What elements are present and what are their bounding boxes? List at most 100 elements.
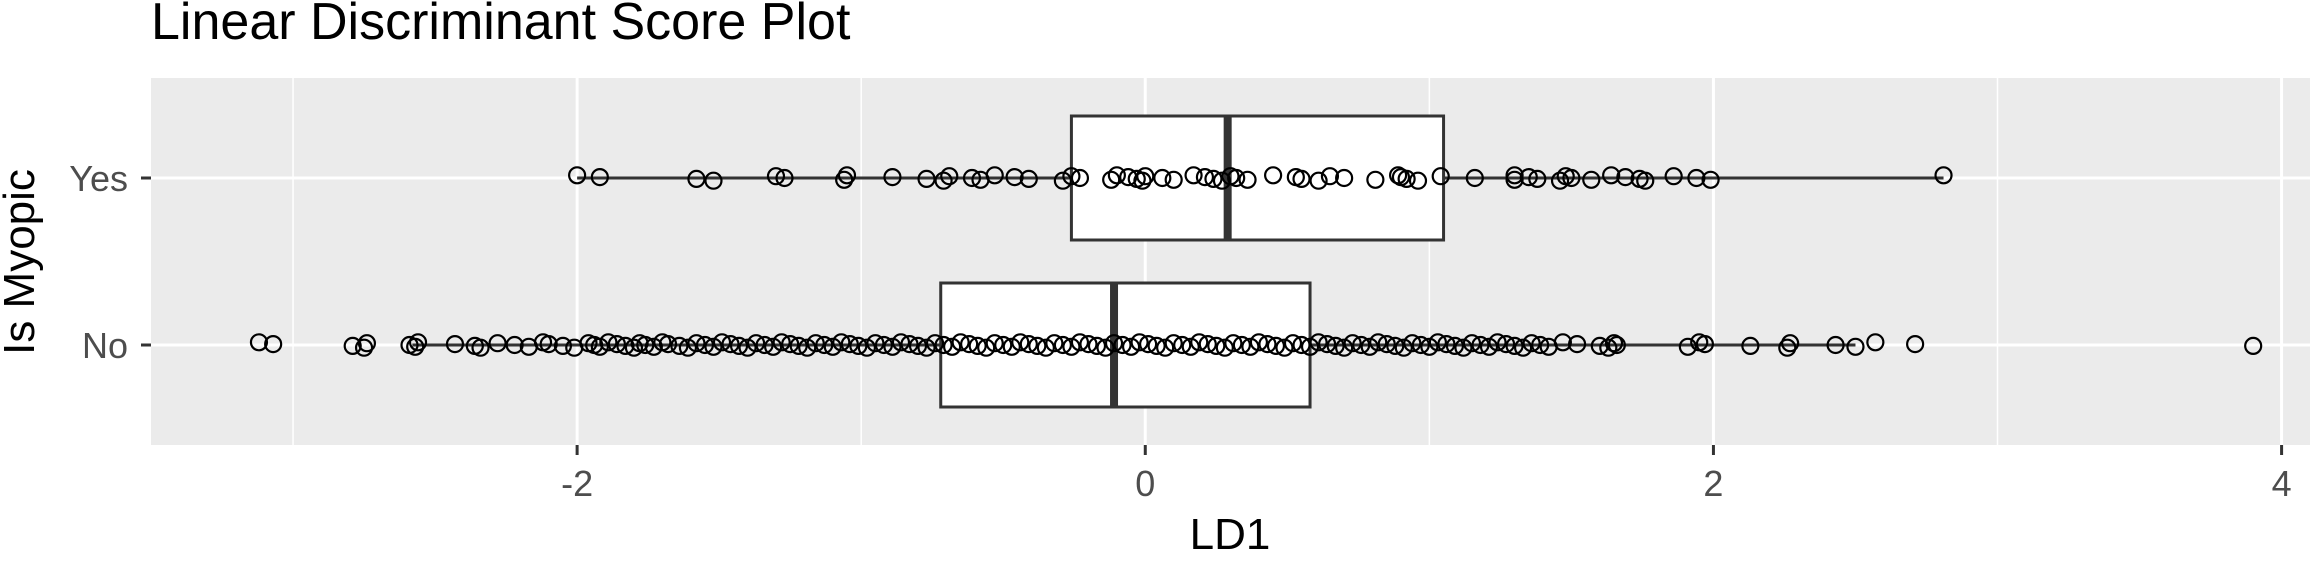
data-point-no <box>1488 333 1507 352</box>
data-point-yes <box>1133 171 1152 190</box>
data-point-yes <box>1136 167 1155 186</box>
data-point-no <box>1420 337 1439 356</box>
data-point-no <box>1062 337 1081 356</box>
axes: -2 0 2 4 No Yes <box>69 158 2291 504</box>
data-point-no <box>1326 336 1345 355</box>
data-point-no <box>729 336 749 355</box>
data-point-no <box>1139 335 1158 354</box>
data-point-no <box>994 335 1013 355</box>
data-point-no <box>781 335 800 354</box>
data-point-yes <box>1195 168 1215 187</box>
data-point-no <box>1156 338 1175 357</box>
data-point-no <box>840 335 859 354</box>
data-point-yes <box>1366 170 1385 189</box>
data-point-no <box>607 335 626 354</box>
data-point-no <box>738 338 757 357</box>
data-point-no <box>874 335 894 355</box>
data-point-yes <box>1397 169 1416 188</box>
data-point-yes <box>1701 170 1720 189</box>
data-point-no <box>866 334 885 353</box>
data-point-no <box>1028 336 1047 355</box>
y-tick-label: Yes <box>69 158 128 199</box>
data-point-no <box>1249 333 1269 352</box>
data-point-no <box>658 335 678 354</box>
data-point-no <box>408 333 428 352</box>
data-point-no <box>678 338 698 357</box>
data-point-no <box>590 337 609 356</box>
data-point-yes <box>1550 171 1570 190</box>
data-point-yes <box>1204 169 1223 188</box>
data-point-yes <box>568 166 587 185</box>
data-point-no <box>357 334 376 353</box>
data-point-no <box>755 335 774 355</box>
data-point-no <box>2244 336 2263 355</box>
data-point-no <box>1224 334 1243 353</box>
data-point-no <box>695 335 715 355</box>
data-point-yes <box>1005 168 1024 187</box>
x-tick-label: 2 <box>1703 463 1723 504</box>
data-point-no <box>1104 334 1124 353</box>
data-point-no <box>1130 333 1149 352</box>
data-point-yes <box>1636 171 1655 190</box>
data-point-no <box>1147 336 1166 355</box>
data-point-no <box>687 334 706 353</box>
x-tick-label: -2 <box>561 463 593 504</box>
data-point-yes <box>985 166 1004 185</box>
data-point-no <box>1070 333 1090 352</box>
data-point-no <box>746 334 766 353</box>
data-point-no <box>1045 334 1064 353</box>
data-point-no <box>1695 335 1715 354</box>
data-point-no <box>1036 338 1055 357</box>
data-point-no <box>1906 335 1925 354</box>
data-point-yes <box>1070 168 1090 188</box>
data-point-yes <box>1238 170 1257 189</box>
data-point-yes <box>1212 171 1232 190</box>
data-point-no <box>249 333 269 352</box>
data-point-yes <box>1389 166 1408 185</box>
x-tick-label: 0 <box>1135 463 1155 504</box>
data-point-no <box>1215 338 1234 357</box>
data-point-no <box>1522 334 1541 353</box>
data-point-no <box>917 338 936 357</box>
data-point-no <box>1079 335 1098 354</box>
data-point-no <box>798 338 817 357</box>
chart-title: Linear Discriminant Score Plot <box>151 0 851 51</box>
data-point-yes <box>1687 168 1706 188</box>
data-point-no <box>712 333 732 352</box>
data-point-no <box>488 334 507 353</box>
data-point-no <box>1741 336 1760 355</box>
data-point-no <box>1437 335 1456 354</box>
data-point-no <box>1087 336 1107 355</box>
data-point-yes <box>775 168 794 188</box>
data-point-no <box>1335 338 1354 357</box>
data-point-yes <box>1934 166 1953 185</box>
data-point-no <box>1846 337 1865 356</box>
data-point-yes <box>962 168 982 188</box>
data-point-no <box>823 337 842 356</box>
data-point-yes <box>917 169 936 188</box>
data-point-no <box>445 335 465 354</box>
data-point-yes <box>687 169 706 188</box>
y-tick-label: No <box>82 325 128 366</box>
data-point-no <box>1454 338 1473 357</box>
data-point-no <box>1164 334 1183 353</box>
data-point-no <box>1599 338 1618 357</box>
data-point-no <box>1778 338 1797 357</box>
data-point-no <box>883 337 902 356</box>
data-point-no <box>704 337 723 356</box>
data-point-no <box>857 338 876 357</box>
data-point-no <box>1283 334 1303 353</box>
data-point-no <box>1360 337 1379 356</box>
data-point-no <box>406 337 425 356</box>
data-point-no <box>1369 333 1388 352</box>
data-point-yes <box>1505 170 1524 189</box>
data-point-no <box>1411 335 1430 355</box>
data-point-no <box>616 336 635 355</box>
data-point-no <box>789 336 808 355</box>
data-point-no <box>1604 334 1624 353</box>
data-point-no <box>599 333 618 352</box>
data-point-no <box>1181 337 1200 356</box>
data-point-no <box>1553 333 1572 352</box>
data-point-no <box>1462 334 1482 353</box>
data-point-no <box>1053 335 1072 355</box>
